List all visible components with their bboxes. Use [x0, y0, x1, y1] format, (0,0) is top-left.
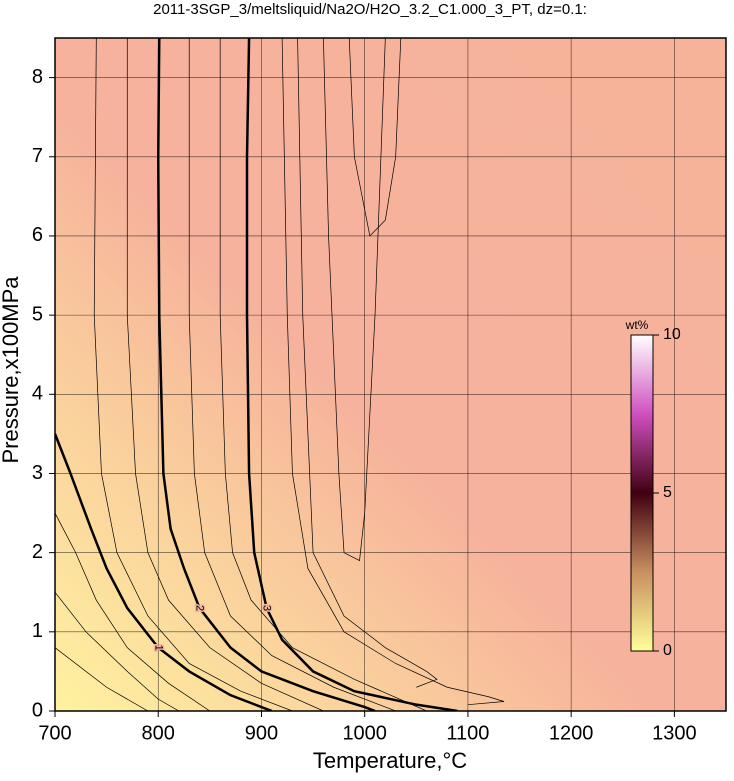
- x-tick-label: 1100: [446, 722, 489, 744]
- contour-line: [55, 647, 149, 711]
- contour-line: [297, 38, 438, 688]
- contour-line: [245, 38, 458, 711]
- x-axis-label: Temperature,°C: [313, 748, 467, 773]
- contour-line: [55, 592, 180, 711]
- y-tick-label: 1: [32, 620, 43, 642]
- contour-line: [281, 38, 505, 706]
- y-axis-label: Pressure,x100MPa: [0, 276, 23, 464]
- plot-frame: [54, 37, 727, 712]
- plot-background: [55, 38, 726, 711]
- colorbar-tick-label: 10: [663, 326, 681, 343]
- y-tick-label: 0: [32, 699, 43, 721]
- y-tick-label: 7: [32, 145, 43, 167]
- y-tick-label: 4: [32, 383, 43, 405]
- colorbar-tick-label: 5: [663, 484, 672, 501]
- contour-line: [323, 38, 386, 562]
- y-tick-label: 2: [32, 541, 43, 563]
- contour-label: 3: [261, 605, 273, 611]
- y-tick-label: 5: [32, 303, 43, 325]
- contour-line: [126, 38, 324, 711]
- x-tick-label: 800: [142, 722, 175, 744]
- x-tick-label: 1000: [342, 722, 387, 744]
- grid: [54, 38, 726, 712]
- contour-line: [156, 38, 376, 711]
- contour-line: [55, 512, 211, 711]
- x-tick-label: 900: [245, 722, 278, 744]
- contour-label: 1: [152, 645, 164, 651]
- x-tick-label: 1200: [549, 722, 594, 744]
- contour-line: [55, 433, 273, 711]
- colorbar-tick-label: 0: [663, 642, 672, 659]
- x-tick-label: 1300: [652, 722, 697, 744]
- y-tick-label: 3: [32, 462, 43, 484]
- chart-title: 2011-3SGP_3/meltsliquid/Na2O/H2O_3.2_C1.…: [153, 1, 587, 18]
- contour-line: [188, 38, 396, 711]
- colorbar-title: wt%: [625, 318, 649, 332]
- colorbar: [630, 334, 654, 652]
- contour-line: [348, 38, 402, 237]
- contours: 1 2 3: [55, 38, 505, 711]
- y-tick-label: 6: [32, 224, 43, 246]
- contour-line: [219, 38, 427, 711]
- contour-label: 2: [194, 605, 206, 611]
- contour-line: [93, 38, 293, 711]
- y-tick-label: 8: [32, 66, 43, 88]
- x-tick-label: 700: [38, 722, 71, 744]
